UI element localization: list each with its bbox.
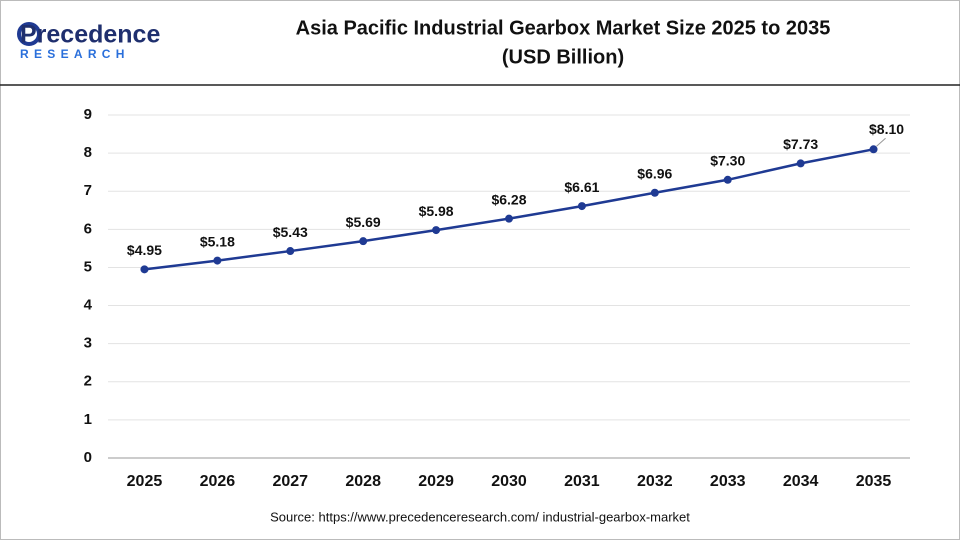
x-tick-label: 2028 [345, 473, 381, 490]
y-tick-label: 9 [84, 106, 92, 123]
point [869, 145, 878, 154]
source-note: Source: https://www.precedenceresearch.c… [270, 509, 690, 524]
y-tick-label: 0 [84, 449, 92, 466]
label-leader [876, 137, 886, 147]
point [213, 256, 222, 265]
y-tick-label: 6 [84, 220, 92, 237]
data-label: $6.96 [637, 165, 672, 181]
point [286, 247, 295, 256]
data-label: $6.61 [564, 179, 599, 195]
x-tick-label: 2033 [710, 473, 746, 490]
point [723, 175, 732, 184]
x-tick-label: 2035 [856, 473, 892, 490]
data-label: $8.10 [869, 121, 904, 137]
x-tick-label: 2031 [564, 473, 600, 490]
data-label: $6.28 [491, 191, 526, 207]
x-tick-label: 2029 [418, 473, 454, 490]
x-tick-label: 2034 [783, 473, 819, 490]
point [650, 188, 659, 197]
y-tick-label: 1 [84, 411, 92, 428]
y-tick-label: 3 [84, 335, 92, 352]
point [796, 159, 805, 168]
x-tick-label: 2027 [272, 473, 308, 490]
logo: Precedence RESEARCH [17, 21, 160, 61]
point [140, 265, 149, 274]
y-tick-label: 2 [84, 373, 92, 390]
point [359, 237, 368, 246]
x-tick-label: 2032 [637, 473, 673, 490]
logo-tagline: RESEARCH [20, 47, 130, 61]
logo-name: Precedence [20, 21, 160, 49]
logo-mark [17, 22, 41, 46]
data-label: $5.69 [346, 214, 381, 230]
point [505, 214, 513, 223]
chart-title: Asia Pacific Industrial Gearbox Market S… [296, 17, 831, 39]
y-tick-label: 8 [84, 144, 92, 161]
point [432, 226, 441, 235]
x-tick-label: 2025 [127, 473, 163, 490]
x-tick-label: 2030 [491, 473, 527, 490]
data-label: $5.18 [200, 233, 235, 249]
chart-subtitle: (USD Billion) [502, 46, 624, 68]
x-tick-label: 2026 [200, 473, 236, 490]
point [577, 202, 586, 211]
data-label: $4.95 [127, 242, 162, 258]
y-tick-label: 7 [84, 182, 92, 199]
data-label: $7.73 [783, 136, 818, 152]
y-tick-label: 5 [84, 258, 92, 275]
data-label: $7.30 [710, 152, 745, 168]
y-tick-label: 4 [84, 297, 93, 314]
data-label: $5.43 [273, 224, 308, 240]
data-label: $5.98 [419, 203, 454, 219]
